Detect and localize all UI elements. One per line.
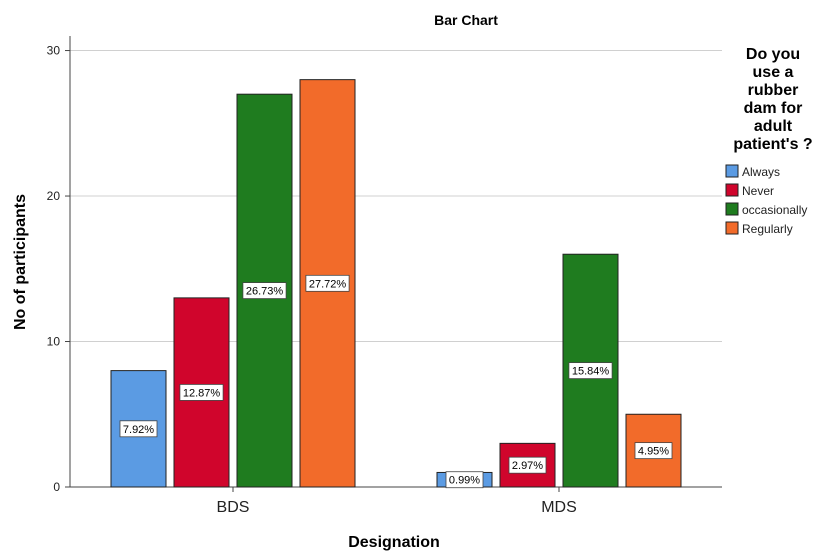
legend-label: Regularly — [742, 222, 793, 236]
legend-item-always: Always — [725, 164, 780, 179]
legend-swatch — [725, 164, 739, 178]
legend-title-line: adult — [754, 118, 793, 135]
data-labels: 7.92% 12.87% 26.73% 27.72% 0.99% 2.97% 15.84% 4… — [119, 274, 673, 489]
x-axis-title: Designation — [348, 534, 440, 551]
legend-title-line: rubber — [748, 82, 799, 99]
data-label-text: 0.99% — [449, 475, 480, 487]
legend-title-line: dam for — [744, 100, 803, 117]
legend-swatch — [725, 221, 739, 235]
data-label-regularly-bds: 27.72% — [305, 274, 350, 292]
legend-title-line: use a — [753, 64, 794, 81]
legend-label: occasionally — [742, 203, 807, 217]
legend-swatch — [725, 202, 739, 216]
legend-title-line: Do you — [746, 46, 800, 63]
y-axis-title: No of participants — [12, 194, 29, 330]
data-label-box — [445, 471, 484, 489]
data-label-always-bds: 7.92% — [119, 420, 158, 438]
y-tick-label: 30 — [47, 44, 61, 58]
data-label-box — [568, 362, 613, 380]
bars — [110, 79, 682, 488]
data-label-box — [634, 442, 673, 460]
data-label-text: 27.72% — [309, 278, 347, 290]
data-label-box — [179, 384, 224, 401]
x-category-bds: BDS — [217, 499, 250, 516]
data-label-box — [119, 420, 158, 438]
legend-swatch — [725, 183, 739, 197]
x-axis-categories: BDS MDS — [217, 487, 577, 516]
data-label-text: 2.97% — [512, 460, 543, 472]
data-label-regularly-mds: 4.95% — [634, 442, 673, 460]
data-label-box — [242, 282, 287, 299]
x-category-mds: MDS — [541, 499, 577, 516]
y-tick-label: 20 — [47, 189, 61, 203]
data-label-text: 4.95% — [638, 446, 669, 458]
data-label-always-mds: 0.99% — [445, 471, 484, 489]
data-label-occasionally-mds: 15.84% — [568, 362, 613, 380]
data-label-occasionally-bds: 26.73% — [242, 282, 287, 299]
legend-item-regularly: Regularly — [725, 221, 793, 236]
data-label-text: 12.87% — [183, 387, 221, 399]
data-label-box — [508, 456, 547, 474]
legend-label: Never — [742, 184, 774, 198]
data-label-box — [305, 274, 350, 292]
data-label-never-mds: 2.97% — [508, 456, 547, 474]
legend-title-line: patient's ? — [733, 136, 812, 153]
data-label-text: 7.92% — [123, 424, 154, 436]
y-tick-label: 0 — [53, 480, 60, 494]
legend-item-never: Never — [725, 183, 774, 198]
data-label-text: 15.84% — [572, 366, 610, 378]
gridlines — [70, 50, 722, 343]
legend-item-occasionally: occasionally — [725, 202, 807, 217]
data-label-never-bds: 12.87% — [179, 384, 224, 401]
legend-label: Always — [742, 165, 780, 179]
y-axis-ticks: 0 10 20 30 — [47, 44, 70, 494]
chart-title: Bar Chart — [434, 12, 498, 28]
data-label-text: 26.73% — [246, 286, 284, 298]
y-tick-label: 10 — [47, 335, 61, 349]
